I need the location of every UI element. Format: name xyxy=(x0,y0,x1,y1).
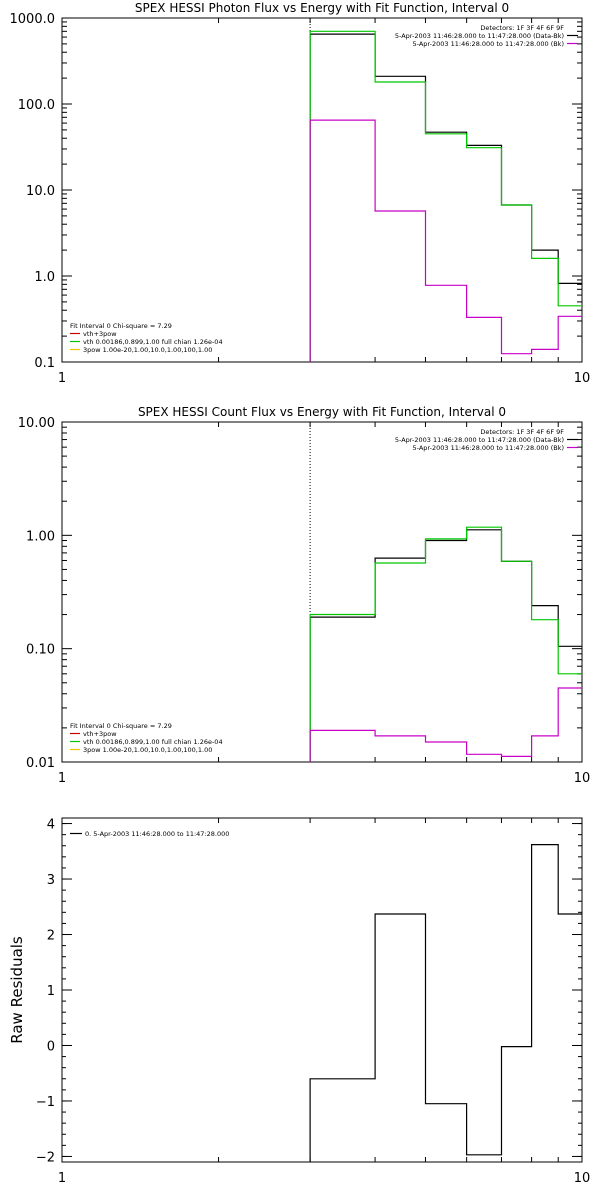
series-step-line-2 xyxy=(309,526,582,762)
legend-entry: 0. 5-Apr-2003 11:46:28.000 to 11:47:28.0… xyxy=(85,830,229,838)
chart-title: SPEX HESSI Count Flux vs Energy with Fit… xyxy=(138,405,506,419)
legend-entry: 5-Apr-2003 11:46:28.000 to 11:47:28.000 … xyxy=(395,436,564,444)
legend-entry: Fit Interval 0 Chi-square = 7.29 xyxy=(70,322,172,330)
y-tick-label: 0.01 xyxy=(26,756,55,771)
series-step-line-3 xyxy=(309,687,582,762)
y-tick-label: 1.0 xyxy=(34,270,55,285)
legend-entry: Detectors: 1F 3F 4F 6F 9F xyxy=(480,428,564,436)
y-tick-label: 1000.0 xyxy=(10,12,56,27)
y-tick-label: 0 xyxy=(47,1039,55,1054)
series-step-line-1 xyxy=(309,844,582,1162)
legend-entry: vth 0.00186,0.899,1.00 full chian 1.26e-… xyxy=(83,738,223,746)
legend-bottom-left: Fit Interval 0 Chi-square = 7.29vth+3pow… xyxy=(70,322,223,354)
legend-entry: Detectors: 1F 3F 4F 6F 9F xyxy=(480,24,564,32)
series-step-line-3 xyxy=(309,119,582,362)
series-step-line-2 xyxy=(309,30,582,362)
legend-entry: vth+3pow xyxy=(83,330,117,338)
legend-entry: vth 0.00186,0.899,1.00 full chian 1.26e-… xyxy=(83,338,223,346)
legend-top-right: Detectors: 1F 3F 4F 6F 9F5-Apr-2003 11:4… xyxy=(395,24,578,48)
x-tick-label: 1 xyxy=(58,1171,66,1186)
y-tick-label: 100.0 xyxy=(18,98,55,113)
y-tick-label: 3 xyxy=(47,873,55,888)
y-tick-label: 1.00 xyxy=(26,529,55,544)
y-tick-label: 10.0 xyxy=(26,184,55,199)
x-tick-label: 1 xyxy=(58,371,66,386)
data-area xyxy=(309,18,582,362)
legend-entry: 3pow 1.00e-20,1.00,10.0,1.00,100,1.00 xyxy=(83,346,212,354)
data-area xyxy=(309,422,582,762)
legend-entry: Fit Interval 0 Chi-square = 7.29 xyxy=(70,722,172,730)
legend-entry: 3pow 1.00e-20,1.00,10.0,1.00,100,1.00 xyxy=(83,746,212,754)
x-tick-label: 10 xyxy=(574,1171,591,1186)
y-tick-label: 0.1 xyxy=(34,356,55,371)
chart-panel-1: SPEX HESSI Photon Flux vs Energy with Fi… xyxy=(10,1,591,386)
y-tick-label: 0.10 xyxy=(26,643,55,658)
y-tick-label: 10.00 xyxy=(18,416,55,431)
legend-entry: 5-Apr-2003 11:46:28.000 to 11:47:28.000 … xyxy=(413,40,564,48)
x-tick-label: 1 xyxy=(58,771,66,786)
legend-entry: vth+3pow xyxy=(83,730,117,738)
y-tick-label: −2 xyxy=(36,1150,55,1165)
y-axis-label: Raw Residuals xyxy=(8,936,26,1044)
y-tick-label: 4 xyxy=(47,818,55,833)
legend-entry: 5-Apr-2003 11:46:28.000 to 11:47:28.000 … xyxy=(395,32,564,40)
chart-panel-3: 1 10 −2 −1 0 1 2 3 4 Raw Residuals 0. 5-Apr-2003 1… xyxy=(8,817,591,1186)
y-tick-label: 2 xyxy=(47,929,55,944)
y-tick-label: 1 xyxy=(47,984,55,999)
x-tick-label: 10 xyxy=(574,771,591,786)
chart-title: SPEX HESSI Photon Flux vs Energy with Fi… xyxy=(135,1,509,15)
legend-bottom-left: Fit Interval 0 Chi-square = 7.29vth+3pow… xyxy=(70,722,223,754)
data-area xyxy=(309,844,582,1162)
chart-panel-2: SPEX HESSI Count Flux vs Energy with Fit… xyxy=(18,405,590,786)
legend-entry: 5-Apr-2003 11:46:28.000 to 11:47:28.000 … xyxy=(413,444,564,452)
plot-frame xyxy=(61,421,583,763)
y-tick-label: −1 xyxy=(36,1095,55,1110)
x-tick-label: 10 xyxy=(574,371,591,386)
legend-top-left: 0. 5-Apr-2003 11:46:28.000 to 11:47:28.0… xyxy=(70,830,229,838)
legend-top-right: Detectors: 1F 3F 4F 6F 9F5-Apr-2003 11:4… xyxy=(395,428,578,452)
